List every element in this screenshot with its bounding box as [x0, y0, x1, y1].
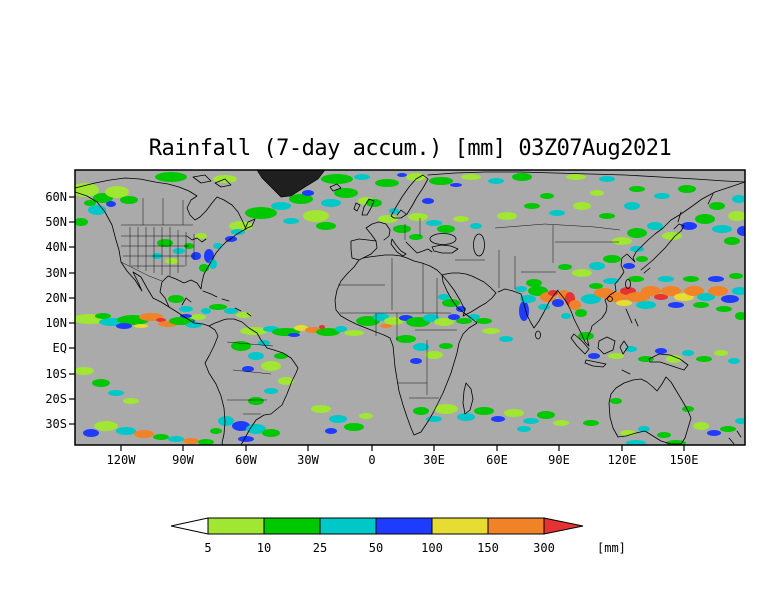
y-tick-label: 40N	[45, 240, 67, 254]
y-tick-label: 10N	[45, 316, 67, 330]
colorbar-tick-label: 25	[313, 541, 327, 555]
colorbar-segment	[207, 517, 265, 535]
colorbar-segment	[375, 517, 433, 535]
x-tick-label: 90E	[548, 453, 570, 465]
colorbar-tick-label: 150	[477, 541, 499, 555]
y-tick-label: 20N	[45, 291, 67, 305]
y-tick-label: 10S	[45, 367, 67, 381]
colorbar-tick-label: 300	[533, 541, 555, 555]
colorbar-tick-label: 5	[204, 541, 211, 555]
colorbar-left-arrow	[170, 517, 209, 535]
country-borders	[120, 198, 621, 415]
world-rainfall-map: 60N 50N 40N 30N 20N 10N EQ 10S 20S 30S 1…	[45, 169, 746, 465]
colorbar-tick-label: 50	[369, 541, 383, 555]
y-tick-label: 30S	[45, 417, 67, 431]
y-tick-label: 50N	[45, 215, 67, 229]
colorbar-unit-label: [mm]	[597, 541, 626, 555]
y-tick-label: 30N	[45, 266, 67, 280]
greenland-landmass	[256, 170, 326, 198]
coastlines	[75, 171, 745, 445]
colorbar-segment	[431, 517, 489, 535]
x-tick-label: 150E	[670, 453, 699, 465]
colorbar-tick-label: 10	[257, 541, 271, 555]
y-tick-label: 60N	[45, 190, 67, 204]
x-tick-label: 30W	[297, 453, 319, 465]
map-frame	[74, 169, 746, 446]
colorbar-segment	[319, 517, 377, 535]
x-tick-label: 60W	[235, 453, 257, 465]
x-tick-label: 120W	[107, 453, 137, 465]
colorbar-right-arrow	[543, 517, 584, 535]
colorbar-legend: 5 10 25 50 100 150 300 [mm]	[170, 517, 626, 555]
y-tick-label: EQ	[53, 341, 67, 355]
colorbar-tick-label: 100	[421, 541, 443, 555]
colorbar-segment	[487, 517, 545, 535]
x-tick-label: 30E	[423, 453, 445, 465]
rainfall-shading	[75, 172, 745, 445]
x-tick-label: 120E	[608, 453, 637, 465]
x-axis-ticks: 120W 90W 60W 30W 0 30E 60E 90E 120E 150E	[107, 445, 699, 465]
x-tick-label: 0	[368, 453, 375, 465]
y-tick-label: 20S	[45, 392, 67, 406]
x-tick-label: 90W	[172, 453, 194, 465]
chart-title: Rainfall (7-day accum.) [mm] 03Z07Aug202…	[148, 136, 672, 161]
x-tick-label: 60E	[486, 453, 508, 465]
colorbar-segment	[263, 517, 321, 535]
y-axis-ticks: 60N 50N 40N 30N 20N 10N EQ 10S 20S 30S	[45, 190, 75, 431]
